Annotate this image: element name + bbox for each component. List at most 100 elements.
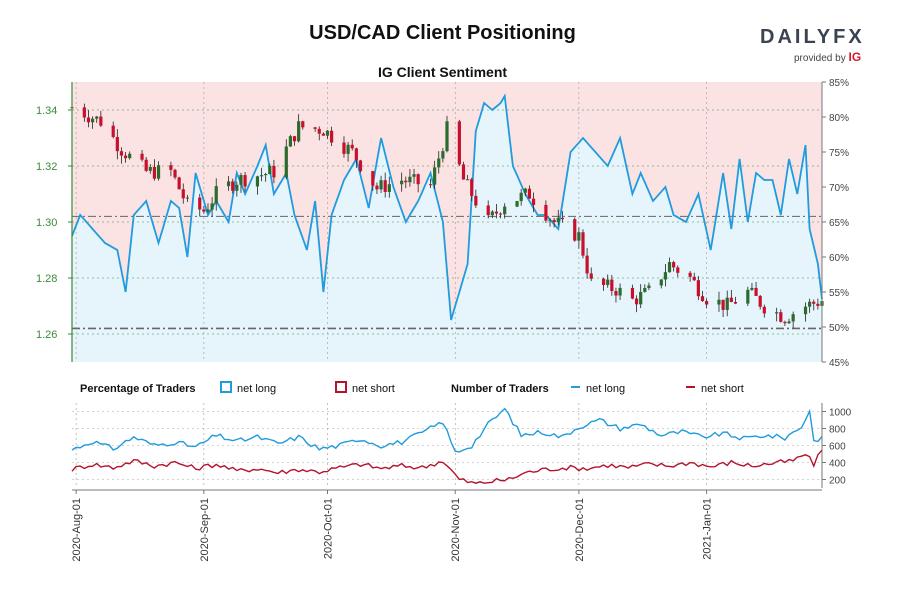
candle-body — [589, 273, 593, 279]
price-candle — [387, 176, 391, 198]
price-candle — [812, 299, 816, 311]
candle-body — [470, 179, 474, 196]
price-tick-label: 1.28 — [36, 273, 57, 285]
price-candle — [803, 302, 808, 322]
price-candle — [589, 267, 593, 282]
candle-body — [643, 287, 647, 292]
candle-body — [548, 219, 552, 221]
price-candle — [86, 110, 91, 128]
candle-body — [428, 184, 433, 186]
price-candle — [659, 279, 663, 289]
candle-body — [82, 107, 86, 118]
candle-body — [358, 160, 363, 172]
candle-body — [86, 117, 91, 123]
candle-body — [787, 321, 791, 324]
price-candle — [647, 282, 651, 291]
candle-body — [99, 116, 103, 126]
price-candle — [140, 150, 144, 162]
price-candle — [614, 287, 618, 303]
candle-body — [647, 285, 651, 288]
candle-body — [198, 197, 202, 210]
candle-body — [729, 297, 733, 303]
candle-body — [503, 206, 507, 215]
price-candle — [317, 126, 321, 141]
price-candle — [115, 129, 119, 160]
price-tick-label: 1.26 — [36, 329, 57, 341]
candle-body — [581, 232, 585, 256]
price-candle — [441, 148, 445, 163]
candle-body — [292, 136, 297, 142]
candle-body — [519, 192, 523, 202]
candle-body — [226, 181, 231, 187]
price-candle — [466, 174, 470, 181]
x-tick-label: 2020-Oct-01 — [322, 498, 334, 559]
candle-body — [284, 146, 288, 178]
price-candle — [152, 159, 157, 181]
candle-body — [416, 174, 420, 185]
price-candle — [111, 121, 115, 139]
candle-body — [404, 180, 408, 183]
traders-tick-label: 200 — [829, 476, 846, 487]
price-candle — [400, 172, 404, 192]
legend-pct-title: Percentage of Traders — [80, 383, 196, 395]
price-candle — [428, 178, 433, 188]
price-candle — [272, 159, 276, 184]
candle-body — [486, 205, 490, 216]
candle-body — [342, 142, 346, 154]
candle-body — [371, 171, 375, 186]
price-candle — [663, 263, 668, 287]
price-candle — [676, 265, 680, 278]
price-candle — [688, 271, 692, 282]
price-candle — [758, 294, 762, 310]
candle-body — [255, 176, 260, 187]
price-candle — [358, 159, 363, 173]
price-candle — [791, 311, 795, 329]
candle-body — [758, 295, 762, 307]
price-candle — [581, 229, 585, 259]
price-candle — [412, 168, 416, 184]
candle-body — [560, 217, 564, 220]
candle-body — [762, 306, 766, 314]
price-candle — [198, 193, 202, 217]
pct-tick-label: 80% — [829, 113, 849, 124]
price-candle — [231, 178, 235, 194]
price-candle — [144, 156, 148, 173]
price-candle — [754, 282, 758, 297]
price-candle — [775, 307, 779, 322]
price-candle — [268, 163, 272, 175]
price-candle — [630, 284, 635, 300]
candle-body — [494, 211, 499, 214]
candle-body — [123, 155, 128, 159]
legend: Percentage of Traders net long net short… — [80, 381, 744, 395]
price-candle — [474, 189, 478, 209]
traders-tick-label: 600 — [829, 442, 846, 453]
candle-body — [676, 267, 680, 273]
price-candle — [288, 134, 293, 147]
price-candle — [601, 277, 606, 291]
candle-body — [659, 279, 663, 286]
legend-pct-long-label: net long — [237, 383, 276, 395]
legend-pct-short-swatch — [335, 381, 347, 393]
price-tick-label: 1.30 — [36, 217, 57, 229]
candle-body — [663, 272, 668, 280]
price-candle — [99, 110, 103, 127]
logo-provided-label: provided by — [794, 53, 846, 64]
candle-body — [490, 211, 494, 216]
candle-body — [350, 144, 354, 149]
price-candle — [634, 295, 639, 313]
candle-body — [667, 262, 672, 273]
candle-body — [202, 209, 206, 212]
price-candle — [325, 129, 330, 140]
candle-body — [268, 165, 272, 174]
price-candle — [95, 115, 99, 123]
candle-body — [354, 148, 358, 161]
candle-body — [552, 219, 556, 223]
price-candle — [297, 114, 301, 143]
price-candle — [808, 298, 812, 313]
candle-body — [746, 289, 750, 304]
price-candle — [404, 176, 408, 189]
pct-tick-label: 60% — [829, 253, 849, 264]
candle-body — [700, 296, 705, 302]
candle-body — [383, 180, 387, 192]
pct-tick-label: 70% — [829, 183, 849, 194]
